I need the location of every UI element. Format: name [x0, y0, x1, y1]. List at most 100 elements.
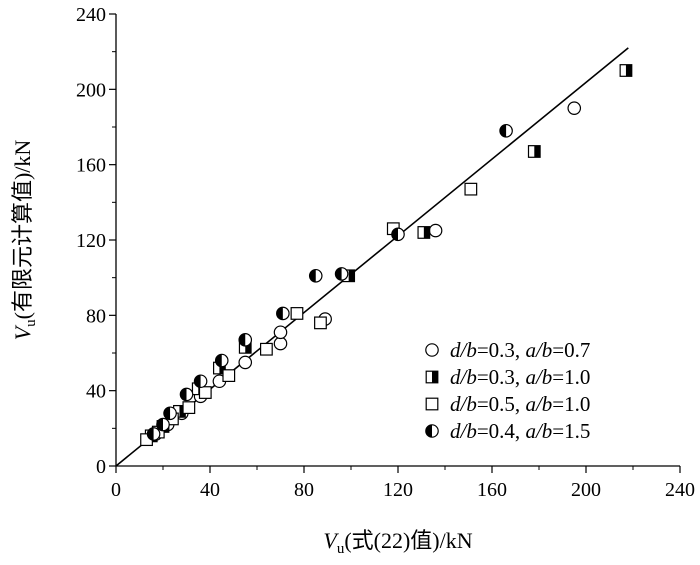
- y-tick-label: 40: [86, 381, 106, 403]
- x-axis-title-subscript: u: [337, 541, 345, 557]
- legend-label-series-3: d/b=0.5, a/b=1.0: [450, 392, 590, 416]
- marker-fill: [156, 418, 163, 431]
- data-point-series-3: [222, 369, 236, 383]
- marker-outline: [222, 369, 236, 383]
- marker-outline: [259, 342, 273, 356]
- legend-label-part: d/b: [450, 365, 477, 389]
- marker-outline: [464, 182, 478, 196]
- marker-fill: [348, 269, 355, 282]
- marker-fill: [335, 267, 342, 281]
- y-tick-label: 200: [76, 79, 106, 101]
- legend-label-part: =1.5: [552, 419, 590, 443]
- x-axis-title-text: (式(22)值)/kN: [344, 528, 472, 553]
- marker-outline: [567, 101, 582, 115]
- data-point-series-3: [182, 401, 196, 415]
- marker-outline: [425, 397, 439, 411]
- data-point-series-2: [527, 145, 541, 158]
- data-point-series-4: [179, 387, 194, 402]
- legend-label-part: a/b: [525, 392, 552, 416]
- legend-label-part: d/b: [450, 392, 477, 416]
- data-point-series-3: [259, 342, 273, 356]
- marker-fill: [425, 424, 432, 438]
- marker-fill: [391, 228, 398, 241]
- data-point-series-4: [499, 123, 513, 138]
- legend-label-series-1: d/b=0.3, a/b=0.7: [450, 338, 590, 362]
- legend-label-part: d/b: [450, 419, 477, 443]
- x-tick-label: 160: [477, 479, 507, 501]
- x-tick-label: 0: [111, 479, 121, 501]
- legend-marker-series-1: [425, 343, 439, 357]
- legend-label-part: =0.3,: [477, 365, 526, 389]
- x-tick-label: 240: [665, 479, 695, 501]
- legend-label-part: =0.7: [552, 338, 590, 362]
- data-point-series-1: [273, 325, 288, 340]
- marker-fill: [276, 307, 283, 320]
- marker-fill: [147, 427, 154, 441]
- data-point-series-4: [214, 353, 229, 368]
- x-axis-title-symbol: V: [323, 528, 339, 553]
- data-point-series-3: [198, 386, 212, 399]
- data-point-series-1: [567, 101, 582, 115]
- x-tick-label: 200: [571, 479, 601, 501]
- data-point-series-4: [238, 333, 253, 347]
- marker-fill: [499, 124, 507, 137]
- data-point-series-2: [619, 64, 633, 77]
- legend-marker-series-4: [425, 424, 439, 438]
- legend-label-part: d/b: [450, 338, 477, 362]
- legend-marker-series-3: [425, 397, 439, 411]
- data-point-series-4: [146, 427, 161, 441]
- data-point-series-1: [238, 355, 253, 370]
- legend-label-part: a/b: [525, 338, 552, 362]
- data-point-series-4: [193, 374, 208, 389]
- x-axis-title: Vu(式(22)值)/kN: [323, 528, 472, 557]
- legend-label-part: =1.0: [552, 392, 590, 416]
- data-point-series-4: [156, 417, 170, 432]
- y-axis-title-symbol: V: [10, 324, 35, 340]
- marker-outline: [290, 307, 304, 320]
- data-point-series-3: [464, 182, 478, 196]
- marker-fill: [179, 405, 186, 418]
- marker-outline: [273, 325, 288, 340]
- marker-fill: [163, 407, 171, 420]
- y-axis-title: Vu(有限元计算值)/kN: [10, 140, 39, 341]
- marker-outline: [314, 316, 327, 330]
- marker-fill: [245, 341, 252, 354]
- legend-label-part: a/b: [525, 365, 552, 389]
- legend-label-part: a/b: [525, 419, 552, 443]
- legend-label-series-4: d/b=0.4, a/b=1.5: [450, 419, 590, 443]
- marker-outline: [198, 386, 212, 399]
- x-tick-label: 120: [383, 479, 413, 501]
- data-point-series-4: [308, 268, 323, 283]
- legend-label-part: =1.0: [552, 365, 590, 389]
- data-point-series-4: [276, 306, 290, 321]
- marker-outline: [238, 355, 253, 370]
- y-axis-title-text: (有限元计算值)/kN: [10, 140, 35, 320]
- legend-label-part: =0.4,: [477, 419, 526, 443]
- data-point-series-1: [273, 336, 288, 351]
- marker-fill: [432, 371, 438, 383]
- marker-fill: [309, 269, 316, 282]
- legend-marker-series-2: [425, 370, 439, 384]
- legend-label-part: =0.3,: [477, 338, 526, 362]
- marker-outline: [182, 401, 196, 415]
- x-tick-label: 40: [200, 479, 220, 501]
- marker-outline: [428, 223, 443, 238]
- data-point-series-4: [163, 406, 177, 421]
- marker-fill: [625, 64, 632, 77]
- data-point-series-1: [428, 223, 443, 238]
- marker-fill: [219, 362, 226, 374]
- legend-label-series-2: d/b=0.3, a/b=1.0: [450, 365, 590, 389]
- legend-label-part: =0.5,: [477, 392, 526, 416]
- marker-fill: [194, 375, 201, 388]
- data-point-series-4: [391, 227, 405, 242]
- y-tick-label: 120: [76, 230, 106, 252]
- marker-fill: [423, 226, 430, 239]
- data-point-series-3: [290, 307, 304, 320]
- marker-outline: [425, 343, 439, 357]
- y-tick-label: 80: [86, 305, 106, 327]
- data-point-series-2: [417, 226, 431, 239]
- marker-fill: [215, 354, 222, 367]
- data-point-series-4: [334, 267, 349, 281]
